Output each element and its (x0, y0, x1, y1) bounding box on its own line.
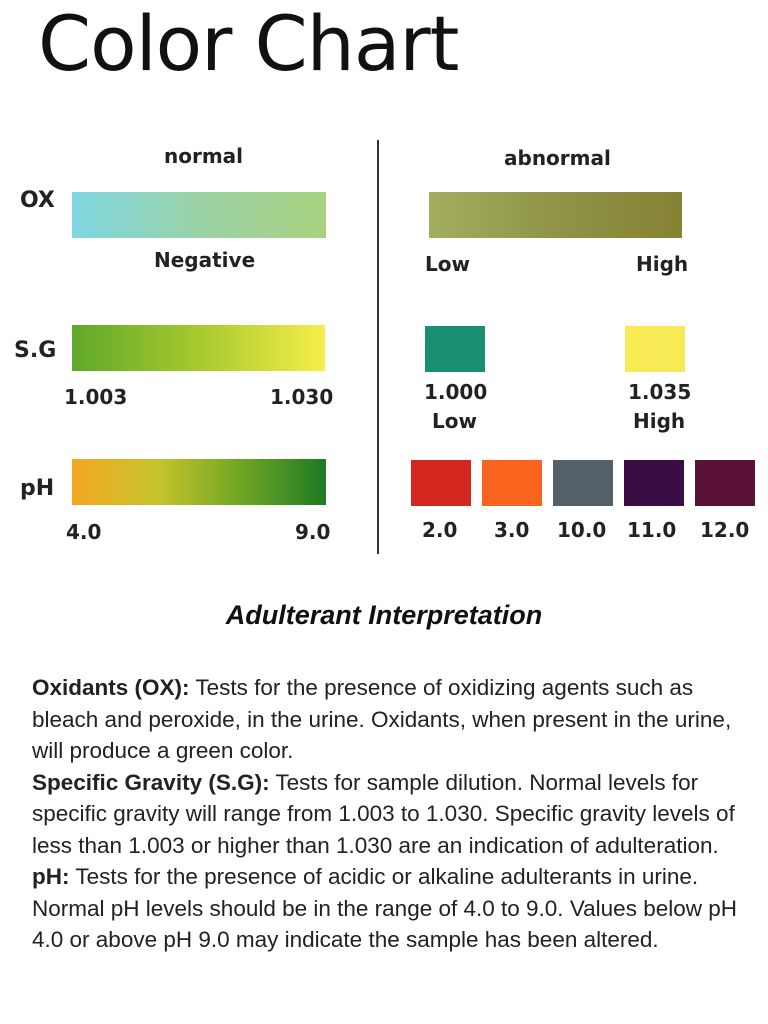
sg-row-label: S.G (14, 338, 57, 363)
ph-value-3-0: 3.0 (494, 518, 530, 542)
ph-value-12-0: 12.0 (700, 518, 750, 542)
ph-normal-max-label: 9.0 (295, 520, 331, 544)
ox-normal-bar (72, 192, 326, 238)
sg-low-value: 1.000 (424, 380, 488, 404)
ox-abnormal-bar (429, 192, 682, 238)
ox-description: Tests for the presence of oxidizing agen… (32, 675, 732, 763)
sg-low-level: Low (432, 409, 477, 433)
sg-normal-bar (72, 325, 325, 371)
ph-value-11-0: 11.0 (627, 518, 677, 542)
ph-swatch-2-0 (411, 460, 471, 506)
ph-swatch-12-0 (695, 460, 755, 506)
sg-normal-max-label: 1.030 (270, 385, 334, 409)
sg-low-swatch (425, 326, 485, 372)
ox-high-label: High (636, 252, 689, 276)
sg-high-value: 1.035 (628, 380, 692, 404)
ox-negative-label: Negative (154, 248, 256, 272)
ph-normal-bar (72, 459, 326, 505)
sg-normal-min-label: 1.003 (64, 385, 128, 409)
page-title: Color Chart (38, 0, 459, 88)
ph-swatch-11-0 (624, 460, 684, 506)
sg-high-level: High (633, 409, 686, 433)
ph-normal-min-label: 4.0 (66, 520, 102, 544)
abnormal-header: abnormal (504, 146, 611, 170)
ox-term: Oxidants (OX): (32, 675, 190, 700)
column-divider (377, 140, 379, 554)
ph-value-10-0: 10.0 (557, 518, 607, 542)
ph-description: Tests for the presence of acidic or alka… (32, 864, 737, 952)
sg-term: Specific Gravity (S.G): (32, 769, 270, 795)
section-subtitle: Adulterant Interpretation (225, 600, 543, 630)
ox-low-label: Low (425, 252, 470, 276)
ox-row-label: OX (20, 188, 55, 213)
ph-value-2-0: 2.0 (422, 518, 458, 542)
normal-header: normal (164, 144, 244, 168)
sg-description: Tests for sample dilution. Normal levels… (32, 769, 735, 858)
ox-paragraph: Oxidants (OX): Tests for the presence of… (32, 672, 752, 767)
sg-high-swatch (625, 326, 685, 372)
interpretation-text: Oxidants (OX): Tests for the presence of… (32, 672, 752, 956)
ph-term: pH: (32, 864, 70, 889)
ph-swatch-3-0 (482, 460, 542, 506)
ph-swatch-10-0 (553, 460, 613, 506)
ph-row-label: pH (20, 476, 55, 501)
ph-paragraph: pH: Tests for the presence of acidic or … (32, 861, 752, 956)
sg-paragraph: Specific Gravity (S.G): Tests for sample… (32, 767, 752, 862)
